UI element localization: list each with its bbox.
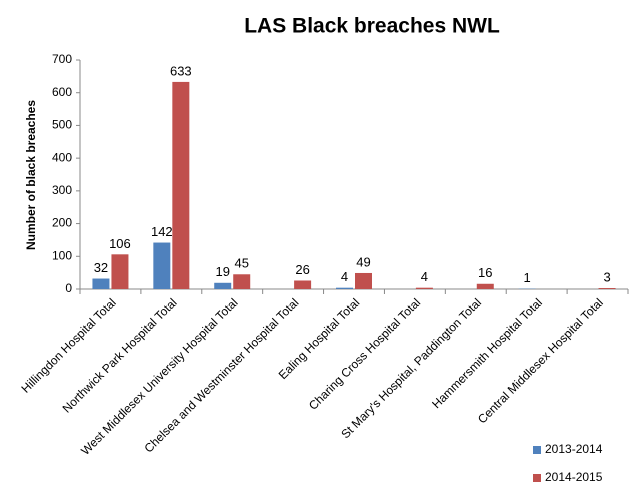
y-tick-label: 300 [52, 183, 72, 197]
x-tick-label: Hammersmith Hospital Total [429, 295, 545, 411]
y-tick-label: 100 [52, 248, 72, 262]
bar [172, 81, 190, 289]
bar [294, 280, 312, 289]
data-label: 19 [215, 264, 229, 279]
bar [355, 272, 372, 289]
x-tick-label: Central Middlesex Hospital Total [475, 295, 606, 426]
bar [92, 278, 110, 289]
bar [233, 274, 251, 289]
bar [336, 287, 353, 289]
y-tick-label: 500 [52, 118, 72, 132]
bar [111, 254, 129, 289]
data-label: 3 [603, 269, 610, 284]
data-label: 16 [478, 265, 492, 280]
data-label: 26 [295, 262, 309, 277]
bar [476, 283, 494, 289]
x-tick-label: Charing Cross Hospital Total [306, 295, 423, 412]
data-label: 106 [109, 236, 131, 251]
data-label: 49 [356, 254, 370, 269]
data-label: 1 [524, 270, 531, 285]
data-label: 4 [341, 269, 348, 284]
x-tick-label: Northwick Park Hospital Total [60, 295, 180, 415]
data-label: 4 [421, 269, 428, 284]
bar [153, 242, 171, 289]
legend-label: 2014-2015 [545, 470, 603, 484]
bar [415, 287, 433, 289]
y-tick-label: 0 [65, 281, 72, 295]
data-label: 45 [234, 256, 248, 271]
y-tick-label: 200 [52, 216, 72, 230]
data-label: 142 [151, 224, 173, 239]
data-label: 32 [94, 260, 108, 275]
legend-label: 2013-2014 [545, 442, 603, 456]
y-tick-label: 600 [52, 85, 72, 99]
y-tick-label: 400 [52, 150, 72, 164]
y-tick-label: 700 [52, 52, 72, 66]
legend-swatch [533, 474, 541, 482]
data-label: 633 [170, 63, 192, 78]
legend-swatch [533, 446, 541, 454]
y-axis-label: Number of black breaches [24, 100, 38, 250]
bar [598, 288, 616, 289]
bar [214, 282, 232, 289]
chart-title: LAS Black breaches NWL [244, 15, 500, 38]
